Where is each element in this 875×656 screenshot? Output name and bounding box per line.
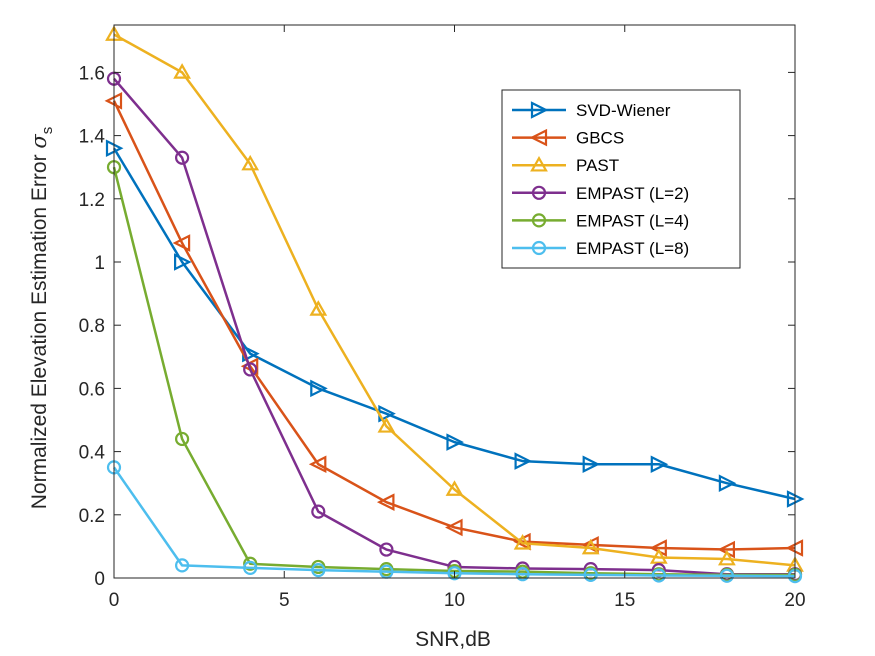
data-point [377, 417, 396, 433]
series-line [112, 100, 796, 551]
x-axis-label: SNR,dB [415, 628, 491, 651]
data-point [718, 474, 737, 492]
y-tick-label: 0.6 [79, 379, 105, 400]
data-point [308, 455, 327, 474]
data-point [445, 518, 463, 537]
legend-marker [529, 128, 548, 147]
y-axis-label-symbol: σ [27, 134, 51, 149]
legend-marker [531, 240, 547, 256]
data-point [241, 154, 260, 171]
legend-box [501, 89, 741, 269]
data-point [514, 452, 533, 470]
data-point [376, 493, 395, 511]
y-tick-label: 1.2 [79, 190, 105, 211]
legend-marker [530, 155, 548, 172]
data-point [243, 560, 258, 575]
data-point [175, 431, 190, 447]
y-tick-label: 1 [94, 253, 105, 274]
data-point [651, 568, 666, 583]
data-point [649, 548, 668, 564]
series-past [105, 25, 804, 572]
data-point [718, 549, 736, 566]
data-point [172, 234, 191, 252]
legend-entry: EMPAST (L=2) [512, 184, 689, 203]
legend-marker [530, 101, 549, 119]
data-point [311, 562, 326, 578]
legend: SVD-Wiener GBCS PAST EMPAST (L=2) EMPAST (L=… [501, 89, 741, 269]
data-point [719, 568, 735, 583]
data-point [446, 433, 464, 451]
legend-marker [531, 213, 547, 228]
data-point [173, 63, 191, 79]
data-point [515, 567, 530, 582]
x-tick-label: 15 [614, 590, 635, 611]
data-point [650, 455, 669, 474]
data-point [310, 379, 328, 398]
series-line [113, 33, 796, 567]
data-point [379, 542, 394, 557]
legend-entry: SVD-Wiener [512, 101, 671, 120]
legend-label: PAST [576, 156, 619, 175]
data-point [243, 556, 258, 571]
legend-entry: GBCS [512, 129, 624, 148]
legend-label: GBCS [576, 129, 624, 148]
x-tick-label: 5 [279, 590, 290, 611]
data-point [309, 300, 328, 316]
legend-entry: EMPAST (L=8) [512, 239, 689, 258]
data-point [175, 150, 190, 165]
data-point [583, 567, 598, 582]
data-point [175, 558, 190, 573]
y-tick-label: 0 [94, 569, 105, 590]
data-point [582, 455, 601, 474]
data-point [447, 566, 462, 581]
data-point [174, 253, 192, 271]
legend-entry: PAST [512, 155, 619, 175]
y-axis-label: Normalized Elevation Estimation Error σs [27, 127, 56, 509]
data-point [513, 534, 532, 550]
y-tick-label: 0.4 [79, 443, 106, 464]
legend-entry: EMPAST (L=4) [512, 211, 689, 230]
data-point [311, 504, 326, 519]
y-axis-label-text: Normalized Elevation Estimation Error [28, 149, 51, 510]
y-tick-label: 0.8 [79, 316, 105, 337]
y-axis-label-subscript: s [39, 127, 56, 135]
y-tick-label: 1.4 [79, 127, 106, 148]
data-point [243, 362, 258, 377]
legend-label: EMPAST (L=8) [576, 239, 689, 258]
data-point [445, 480, 464, 496]
legend-label: EMPAST (L=2) [576, 184, 689, 203]
data-point [581, 538, 600, 555]
x-tick-label: 10 [444, 590, 465, 611]
ticks-layer: 0 5 10 15 20 0 0.2 0.4 0.6 0.8 1 1.2 1.4 1.6 [79, 25, 806, 611]
legend-marker [531, 185, 547, 200]
legend-label: EMPAST (L=4) [576, 211, 689, 230]
x-tick-label: 0 [109, 590, 120, 611]
y-tick-label: 0.2 [79, 506, 105, 527]
x-tick-label: 20 [784, 590, 805, 611]
legend-label: SVD-Wiener [576, 101, 671, 120]
y-tick-label: 1.6 [79, 63, 105, 84]
